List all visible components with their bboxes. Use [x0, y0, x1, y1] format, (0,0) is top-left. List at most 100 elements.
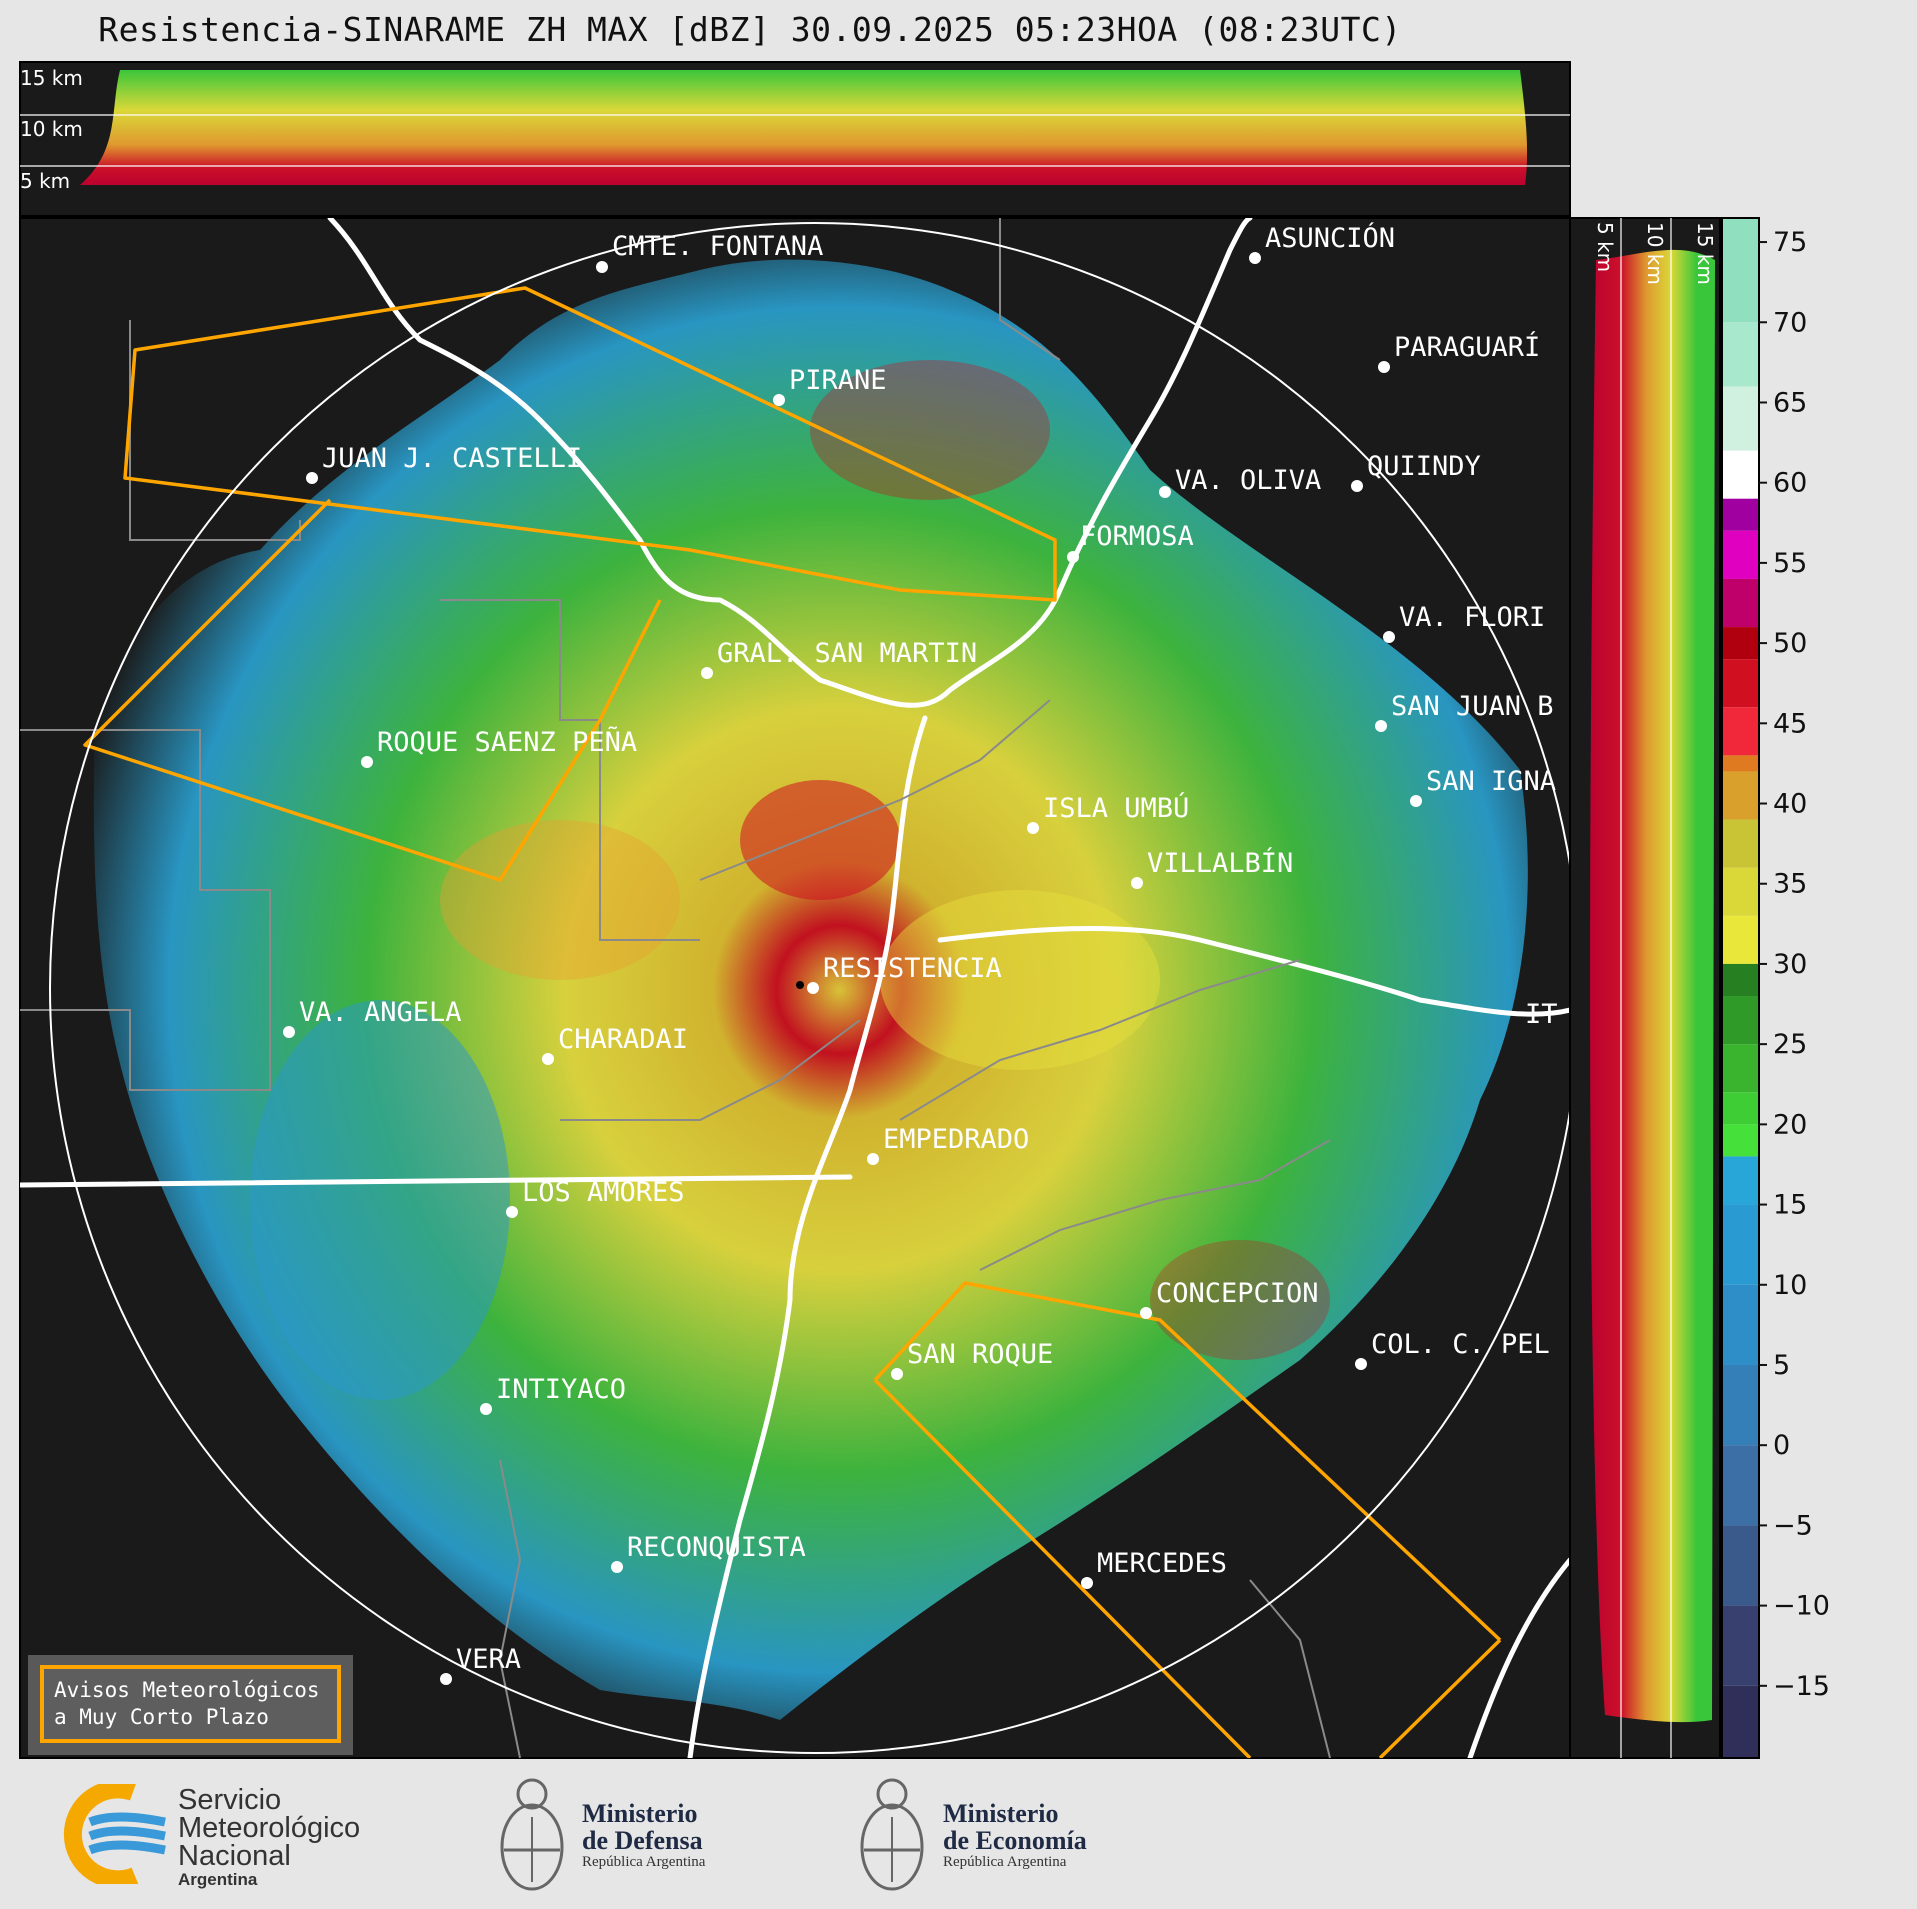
colorbar-segment	[1722, 218, 1759, 323]
place-label: JUAN J. CASTELLI	[322, 443, 582, 474]
colorbar-segment	[1722, 707, 1759, 756]
colorbar-segment	[1722, 1204, 1759, 1285]
place-dot	[1027, 822, 1039, 834]
warnings-badge: Avisos Meteorológicos a Muy Corto Plazo	[28, 1655, 353, 1755]
place-dot	[807, 982, 819, 994]
place-label: IT	[1525, 999, 1558, 1030]
place-dot	[891, 1368, 903, 1380]
colorbar-segment	[1722, 1124, 1759, 1157]
colorbar-segment	[1722, 1364, 1759, 1446]
page-title: Resistencia-SINARAME ZH MAX [dBZ] 30.09.…	[98, 10, 1402, 49]
place-dot	[611, 1561, 623, 1573]
place-dot	[1355, 1358, 1367, 1370]
warnings-link[interactable]: Avisos Meteorológicos a Muy Corto Plazo	[40, 1665, 341, 1743]
place-label: LOS AMORES	[522, 1177, 685, 1208]
colorbar-tick-label: −15	[1773, 1671, 1830, 1702]
place-dot	[701, 667, 713, 679]
place-dot	[1351, 480, 1363, 492]
place-label: EMPEDRADO	[883, 1124, 1029, 1155]
colorbar-segment	[1722, 659, 1759, 708]
colorbar-segment	[1722, 1445, 1759, 1526]
colorbar-tick-label: 5	[1773, 1350, 1790, 1381]
warning-polygons	[83, 286, 1502, 1758]
colorbar-segment	[1722, 1525, 1759, 1606]
place-dot	[1081, 1577, 1093, 1589]
colorbar-segment	[1722, 386, 1759, 451]
place-dot	[1383, 631, 1395, 643]
colorbar-tick-label: 60	[1773, 468, 1807, 499]
place-label: ROQUE SAENZ PEÑA	[377, 726, 637, 758]
coat-of-arms-icon	[860, 1778, 924, 1891]
colorbar-tick-label: −10	[1773, 1591, 1830, 1622]
place-label: VERA	[456, 1644, 521, 1675]
colorbar-segment	[1722, 450, 1759, 499]
top-height-label: 5 km	[20, 169, 70, 193]
colorbar-segment	[1722, 915, 1759, 964]
place-dot	[1249, 252, 1261, 264]
side-height-label: 15 km	[1693, 222, 1717, 285]
place-label: RESISTENCIA	[823, 953, 1002, 984]
colorbar-segment	[1722, 996, 1759, 1045]
place-label: CHARADAI	[558, 1024, 688, 1055]
colorbar-segment	[1722, 1044, 1759, 1093]
colorbar-tick-label: 65	[1773, 387, 1807, 418]
colorbar-segment	[1722, 819, 1759, 868]
colorbar-tick-label: −5	[1773, 1510, 1813, 1541]
place-dot	[506, 1206, 518, 1218]
footer-logos: Servicio Meteorológico Nacional Argentin…	[0, 1762, 1917, 1909]
place-label: CMTE. FONTANA	[612, 231, 823, 262]
place-dot	[440, 1673, 452, 1685]
colorbar-tick-label: 0	[1773, 1430, 1790, 1461]
place-label: SAN IGNA	[1426, 766, 1556, 797]
colorbar-tick-label: 15	[1773, 1190, 1807, 1221]
top-height-label: 15 km	[20, 66, 83, 90]
place-label: CONCEPCION	[1156, 1278, 1319, 1309]
badge-line-1: Avisos Meteorológicos	[54, 1678, 320, 1702]
place-dot	[361, 756, 373, 768]
place-dot	[867, 1153, 879, 1165]
place-dot	[596, 261, 608, 273]
place-dot	[306, 472, 318, 484]
place-label: VA. FLORI	[1399, 602, 1545, 633]
place-dot	[773, 394, 785, 406]
colorbar-segment	[1722, 963, 1759, 997]
colorbar	[1721, 217, 1760, 1759]
place-label: VA. ANGELA	[299, 997, 462, 1028]
place-label: INTIYACO	[496, 1374, 626, 1405]
place-dot	[283, 1026, 295, 1038]
place-label: FORMOSA	[1080, 521, 1194, 552]
colorbar-tick-label: 55	[1773, 548, 1807, 579]
top-height-label: 10 km	[20, 117, 83, 141]
coat-of-arms-icon	[500, 1778, 564, 1891]
colorbar-segment	[1722, 1605, 1759, 1686]
side-height-label: 5 km	[1593, 222, 1617, 272]
colorbar-tick-label: 30	[1773, 949, 1807, 980]
smn-name: Servicio Meteorológico Nacional Argentin…	[178, 1784, 361, 1890]
place-label: ASUNCIÓN	[1265, 222, 1395, 254]
place-label: ISLA UMBÚ	[1043, 792, 1189, 824]
side-height-label: 10 km	[1643, 222, 1667, 285]
place-label: QUIINDY	[1367, 451, 1481, 482]
place-label: PARAGUARÍ	[1394, 331, 1540, 363]
colorbar-tick-label: 10	[1773, 1270, 1807, 1301]
colorbar-tick-label: 35	[1773, 869, 1807, 900]
map-panel	[19, 217, 1571, 1759]
place-label: VILLALBÍN	[1147, 847, 1293, 879]
colorbar-segment	[1722, 1284, 1759, 1365]
place-label: GRAL. SAN MARTIN	[717, 638, 977, 669]
colorbar-tick-label: 75	[1773, 227, 1807, 258]
badge-line-2: a Muy Corto Plazo	[54, 1705, 269, 1729]
place-label: SAN JUAN B	[1391, 691, 1554, 722]
place-label: COL. C. PEL	[1371, 1329, 1550, 1360]
colorbar-segment	[1722, 755, 1759, 772]
place-dot	[1375, 720, 1387, 732]
place-label: PIRANE	[789, 365, 887, 396]
place-dot	[542, 1053, 554, 1065]
colorbar-tick-label: 40	[1773, 789, 1807, 820]
defensa-name: Ministerio de Defensa República Argentin…	[582, 1799, 706, 1870]
place-dot	[1410, 795, 1422, 807]
colorbar-segment	[1722, 627, 1759, 660]
colorbar-segment	[1722, 1685, 1759, 1758]
